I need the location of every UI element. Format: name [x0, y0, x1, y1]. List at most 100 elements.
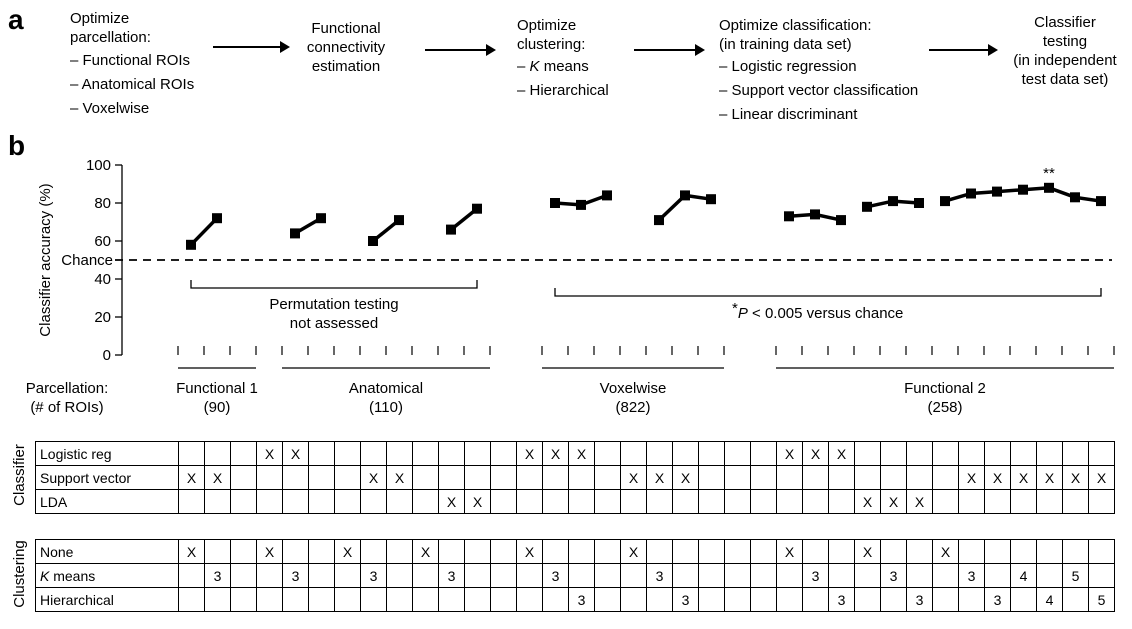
table-cell	[204, 441, 231, 466]
row-label-text: means	[49, 567, 96, 584]
group-name: Functional 2	[904, 380, 986, 397]
data-point	[1096, 196, 1106, 207]
parcellation-header: (# of ROIs)	[30, 399, 103, 416]
table-cell	[464, 587, 491, 612]
data-point	[784, 211, 794, 222]
data-point	[654, 215, 664, 226]
table-cell	[438, 587, 465, 612]
table-cell	[906, 441, 933, 466]
row-label: Hierarchical	[35, 587, 179, 612]
table-cell	[672, 441, 699, 466]
table-cell	[1062, 489, 1089, 514]
table-cell: 3	[282, 563, 309, 588]
table-cell	[412, 587, 439, 612]
table-cell	[386, 563, 413, 588]
accuracy-chart: 0 20 40 60 80 100 Classifier accuracy (%) Chanc…	[26, 157, 1115, 416]
group-count: (90)	[204, 399, 231, 416]
table-cell: X	[1010, 465, 1037, 490]
table-cell	[724, 441, 751, 466]
table-cell	[906, 539, 933, 564]
table-cell	[308, 441, 335, 466]
table-cell	[594, 465, 621, 490]
table-cell	[854, 587, 881, 612]
table-cell	[360, 539, 387, 564]
table-cell: 3	[672, 587, 699, 612]
table-cell	[594, 441, 621, 466]
table-cell	[802, 489, 829, 514]
step-testing: Classifier testing (in independent test …	[1002, 13, 1128, 89]
table-cell: 5	[1088, 587, 1115, 612]
clustering-side-label: Clustering	[11, 540, 28, 608]
data-point	[836, 215, 846, 226]
table-cell	[620, 441, 647, 466]
table-cell	[334, 465, 361, 490]
table-cell	[1062, 539, 1089, 564]
table-cell	[230, 539, 257, 564]
table-cell	[1010, 489, 1037, 514]
data-point	[472, 203, 482, 214]
table-cell	[776, 563, 803, 588]
step-text: – Voxelwise	[70, 100, 150, 117]
table-cell	[802, 539, 829, 564]
step-text: parcellation:	[70, 29, 151, 46]
table-cell	[568, 539, 595, 564]
data-point	[810, 209, 820, 220]
step-parcellation: Optimize parcellation: – Functional ROIs…	[70, 9, 194, 118]
table-cell: X	[464, 489, 491, 514]
step-text: connectivity	[306, 39, 386, 56]
data-point	[940, 196, 950, 207]
y-tick-label: 40	[94, 271, 111, 288]
table-cell	[594, 563, 621, 588]
table-cell	[256, 563, 283, 588]
table-cell	[932, 489, 959, 514]
table-cell	[984, 441, 1011, 466]
table-cell	[334, 441, 361, 466]
step-text: – Functional ROIs	[70, 52, 191, 69]
table-cell: X	[880, 489, 907, 514]
table-cell	[672, 539, 699, 564]
table-cell	[594, 587, 621, 612]
table-cell: 3	[802, 563, 829, 588]
pvalue-star: *	[732, 300, 738, 317]
table-cell	[646, 539, 673, 564]
classifier-table: Logistic reg X X X X X X X X Support vector X X X X X X…	[35, 441, 1115, 514]
data-point	[862, 201, 872, 212]
permutation-label: Permutation testing	[269, 296, 398, 313]
table-cell	[308, 563, 335, 588]
table-cell	[984, 489, 1011, 514]
table-cell	[932, 465, 959, 490]
table-cell	[568, 563, 595, 588]
table-cell: 3	[906, 587, 933, 612]
table-cell	[256, 465, 283, 490]
group-count: (258)	[927, 399, 962, 416]
flow-arrow	[929, 44, 998, 56]
table-cell	[282, 489, 309, 514]
table-cell	[1088, 539, 1115, 564]
table-row: LDA X X X X X	[35, 489, 1115, 514]
table-cell	[698, 587, 725, 612]
table-cell: 3	[360, 563, 387, 588]
table-cell	[308, 587, 335, 612]
table-cell	[1062, 441, 1089, 466]
data-point	[446, 224, 456, 235]
step-text: Functional	[311, 20, 381, 37]
data-point	[186, 239, 196, 250]
step-text: (in training data set)	[719, 36, 852, 53]
table-cell	[880, 539, 907, 564]
data-point	[966, 188, 976, 199]
table-cell	[282, 587, 309, 612]
table-cell	[1036, 489, 1063, 514]
table-cell	[802, 587, 829, 612]
group-name: Anatomical	[349, 380, 423, 397]
table-cell	[594, 489, 621, 514]
data-point	[888, 196, 898, 207]
table-cell: X	[854, 539, 881, 564]
table-cell	[386, 539, 413, 564]
step-text: Optimize	[517, 17, 577, 34]
table-cell	[1088, 489, 1115, 514]
table-cell	[490, 539, 517, 564]
table-row: None X X X X X X X X X	[35, 539, 1115, 564]
table-cell: X	[828, 441, 855, 466]
table-cell	[256, 587, 283, 612]
table-cell: X	[802, 441, 829, 466]
